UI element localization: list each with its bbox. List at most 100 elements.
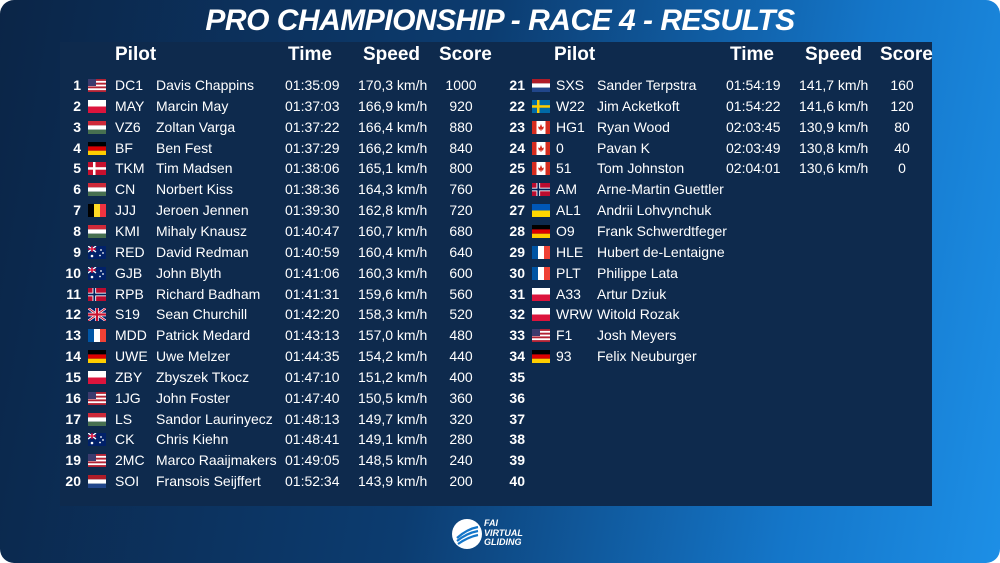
race-time: 01:37:29 — [285, 139, 340, 156]
race-time: 02:03:45 — [726, 118, 781, 135]
race-speed: 154,2 km/h — [358, 348, 428, 365]
race-score: 560 — [449, 285, 473, 302]
pilot-code: 0 — [556, 139, 564, 156]
pilot-name: Uwe Melzer — [156, 348, 230, 365]
pilot-code: F1 — [556, 327, 573, 344]
pilot-name: Richard Badham — [156, 285, 261, 302]
rank-label: 33 — [509, 327, 525, 344]
race-time: 01:48:13 — [285, 410, 340, 427]
rank-label: 9 — [73, 243, 81, 260]
result-row: 14 UWE Uwe Melzer 01:44:35 154,2 km/h 440 — [0, 346, 1000, 367]
rank-label: 39 — [509, 452, 525, 469]
race-time: 01:47:40 — [285, 389, 340, 406]
rank-label: 22 — [509, 97, 525, 114]
race-score: 920 — [449, 97, 473, 114]
pilot-name: Felix Neuburger — [597, 348, 697, 365]
race-score: 520 — [449, 306, 473, 323]
pilot-name: Zoltan Varga — [156, 118, 236, 135]
race-speed: 143,9 km/h — [358, 473, 428, 490]
race-speed: 160,4 km/h — [358, 243, 428, 260]
race-speed: 166,9 km/h — [358, 97, 428, 114]
pilot-code: TKM — [115, 160, 145, 177]
race-time: 01:39:30 — [285, 202, 340, 219]
pilot-code: 93 — [556, 348, 572, 365]
pilot-code: SOI — [115, 473, 140, 490]
pilot-code: BF — [115, 139, 133, 156]
result-row: 23 HG1 Ryan Wood 02:03:45 130,9 km/h 80 — [0, 117, 1000, 138]
rank-label: 15 — [65, 368, 81, 385]
pilot-code: LS — [115, 410, 133, 427]
result-row: 22 W22 Jim Acketkoft 01:54:22 141,6 km/h 120 — [0, 96, 1000, 117]
pilot-name: Artur Dziuk — [597, 285, 667, 302]
logo-line-3: GLIDING — [484, 537, 522, 547]
race-time: 01:41:06 — [285, 264, 340, 281]
pilot-name: Ryan Wood — [597, 118, 670, 135]
flag-pl-icon — [88, 370, 106, 384]
result-row: 6 CN Norbert Kiss 01:38:36 164,3 km/h 760 — [0, 179, 1000, 200]
pilot-code: VZ6 — [115, 118, 141, 135]
race-speed: 148,5 km/h — [358, 452, 428, 469]
race-time: 01:48:41 — [285, 431, 340, 448]
result-row: 30 PLT Philippe Lata — [0, 263, 1000, 284]
flag-de-icon — [88, 141, 106, 155]
pilot-code: PLT — [556, 264, 581, 281]
result-row: 40 — [0, 471, 1000, 492]
race-speed: 151,2 km/h — [358, 368, 428, 385]
pilot-name: Frank Schwerdtfeger — [597, 222, 727, 239]
pilot-name: Marcin May — [156, 97, 229, 114]
rank-label: 35 — [509, 368, 525, 385]
rank-label: 28 — [509, 222, 525, 239]
result-row: 7 JJJ Jeroen Jennen 01:39:30 162,8 km/h 720 — [0, 200, 1000, 221]
logo-line-1: FAI — [484, 518, 499, 528]
race-speed: 159,6 km/h — [358, 285, 428, 302]
pilot-code: CN — [115, 181, 136, 198]
result-row: 37 — [0, 409, 1000, 430]
race-time: 01:54:22 — [726, 97, 781, 114]
pilot-name: Jim Acketkoft — [597, 97, 680, 114]
race-time: 01:42:20 — [285, 306, 340, 323]
result-row: 26 AM Arne-Martin Guettler — [0, 179, 1000, 200]
header-score-left: Score — [439, 44, 492, 65]
race-score: 840 — [449, 139, 473, 156]
rank-label: 34 — [509, 348, 525, 365]
result-row: 31 A33 Artur Dziuk — [0, 284, 1000, 305]
flag-nl-icon — [532, 79, 550, 92]
flag-fr-icon — [532, 245, 550, 259]
flag-au-icon — [88, 266, 106, 280]
result-row: 12 S19 Sean Churchill 01:42:20 158,3 km/h 520 — [0, 304, 1000, 325]
flag-dk-icon — [88, 162, 106, 176]
race-time: 01:37:22 — [285, 118, 340, 135]
flag-au-icon — [88, 245, 106, 259]
flag-ca-icon — [532, 120, 550, 134]
race-score: 880 — [449, 118, 473, 135]
pilot-name: Jeroen Jennen — [156, 202, 249, 219]
pilot-name: Arne-Martin Guettler — [597, 181, 724, 198]
race-speed: 130,6 km/h — [799, 160, 869, 177]
result-row: 9 RED David Redman 01:40:59 160,4 km/h 640 — [0, 242, 1000, 263]
pilot-name: David Redman — [156, 243, 249, 260]
flag-us-icon — [88, 454, 106, 468]
header-speed-left: Speed — [363, 44, 421, 65]
result-row: 35 — [0, 367, 1000, 388]
race-score: 40 — [894, 139, 910, 156]
race-score: 240 — [449, 452, 473, 469]
race-speed: 149,1 km/h — [358, 431, 428, 448]
pilot-name: John Blyth — [156, 264, 222, 281]
result-row: 38 — [0, 429, 1000, 450]
result-row: 39 — [0, 450, 1000, 471]
race-score: 600 — [449, 264, 473, 281]
rank-label: 8 — [73, 222, 81, 239]
pilot-name: John Foster — [156, 389, 230, 406]
result-row: 17 LS Sandor Laurinyecz 01:48:13 149,7 km/h 3… — [0, 409, 1000, 430]
pilot-name: Sandor Laurinyecz — [156, 410, 273, 427]
pilot-code: A33 — [556, 285, 581, 302]
pilot-name: Mihaly Knausz — [156, 222, 248, 239]
race-score: 80 — [894, 118, 910, 135]
result-row: 2 MAY Marcin May 01:37:03 166,9 km/h 920 — [0, 96, 1000, 117]
flag-pl-icon — [532, 308, 550, 322]
race-time: 01:47:10 — [285, 368, 340, 385]
result-row: 13 MDD Patrick Medard 01:43:13 157,0 km/h 480 — [0, 325, 1000, 346]
race-speed: 141,7 km/h — [799, 77, 869, 93]
result-row: 36 — [0, 388, 1000, 409]
